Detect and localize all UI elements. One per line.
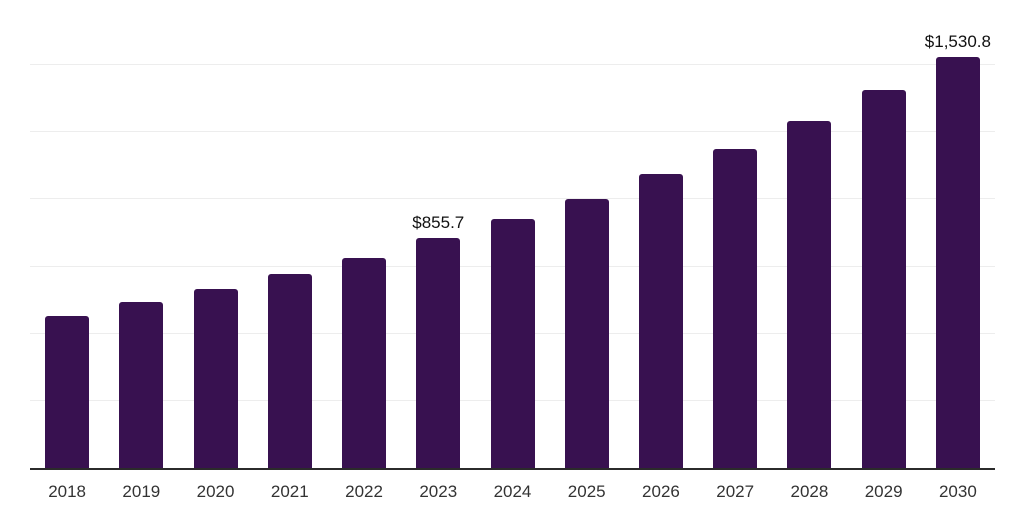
bar-2025 <box>564 198 609 468</box>
data-label-2023: $855.7 <box>412 213 465 233</box>
x-tick-2027: 2027 <box>716 482 755 501</box>
x-tick-2018: 2018 <box>48 482 87 501</box>
gridline-1250 <box>30 131 995 133</box>
x-tick-2026: 2026 <box>642 482 680 501</box>
x-tick-2020: 2020 <box>196 482 235 501</box>
x-axis: 2018 2019 2020 2021 2022 2023 2024 2025 2026 2027… <box>30 482 995 506</box>
x-tick-2030: 2030 <box>938 482 977 501</box>
bar-2029 <box>861 90 906 468</box>
bar-2021 <box>267 273 312 468</box>
bar-2018 <box>45 316 90 468</box>
x-tick-2028: 2028 <box>790 482 829 501</box>
x-tick-2021: 2021 <box>270 482 309 501</box>
bar-2020 <box>193 289 238 468</box>
plot-area: $855.7 $1,530.8 <box>30 0 995 470</box>
bar-2030 <box>935 56 980 468</box>
bar-2024 <box>490 218 535 468</box>
bar-2028 <box>787 121 832 468</box>
bar-2019 <box>119 301 164 468</box>
gridline-1000 <box>30 198 995 200</box>
bar-2023 <box>416 238 461 468</box>
bar-2026 <box>638 173 683 468</box>
x-tick-2019: 2019 <box>122 482 161 501</box>
x-tick-2023: 2023 <box>419 482 458 501</box>
x-tick-2029: 2029 <box>864 482 903 501</box>
x-tick-2025: 2025 <box>567 482 606 501</box>
bar-2022 <box>342 257 387 468</box>
x-tick-2022: 2022 <box>345 482 383 501</box>
bar-2027 <box>713 148 758 468</box>
x-tick-2024: 2024 <box>493 482 532 501</box>
data-label-2030: $1,530.8 <box>924 31 991 51</box>
gridline-1500 <box>30 64 995 66</box>
